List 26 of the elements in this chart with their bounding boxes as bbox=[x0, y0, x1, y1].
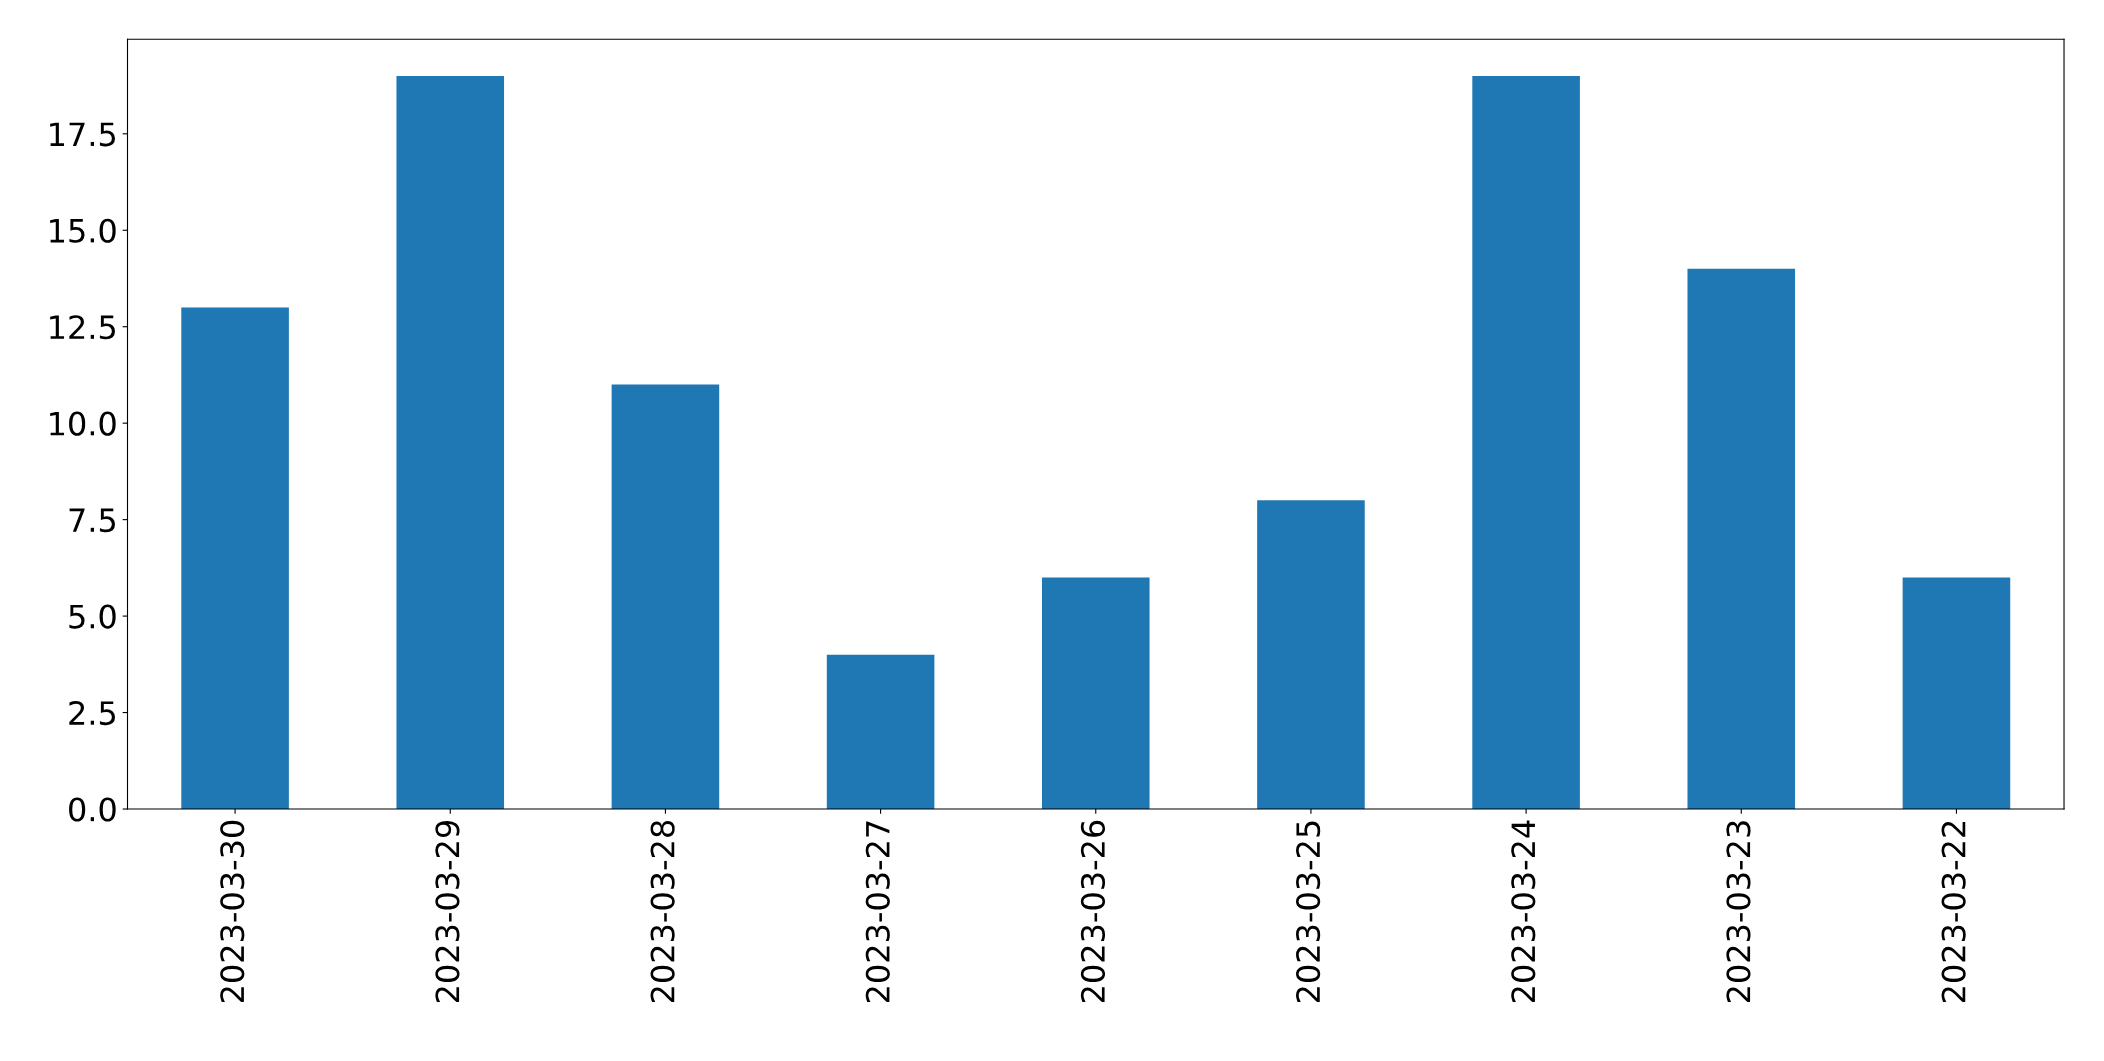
y-tick-label: 5.0 bbox=[69, 604, 116, 629]
bar bbox=[1041, 577, 1150, 810]
x-tick-label: 2023-03-22 bbox=[1941, 821, 1966, 1003]
bar bbox=[396, 75, 505, 810]
y-tick-label: 7.5 bbox=[69, 508, 115, 533]
bar bbox=[826, 654, 935, 810]
x-tick-label: 2023-03-29 bbox=[435, 820, 460, 1003]
x-tick-label: 2023-03-26 bbox=[1080, 820, 1106, 1003]
y-tick-label: 0.0 bbox=[69, 797, 116, 822]
x-tick-label: 2023-03-25 bbox=[1296, 821, 1321, 1003]
bar bbox=[1257, 500, 1365, 810]
x-tick-label: 2023-03-30 bbox=[220, 820, 245, 1003]
bar bbox=[181, 307, 289, 810]
bar bbox=[1902, 577, 2011, 810]
y-tick-label: 10.0 bbox=[50, 411, 116, 436]
bar bbox=[1472, 75, 1580, 810]
y-tick-label: 12.5 bbox=[50, 315, 115, 340]
x-tick-label: 2023-03-23 bbox=[1726, 821, 1751, 1003]
x-tick-label: 2023-03-24 bbox=[1511, 820, 1536, 1003]
x-tick-label: 2023-03-28 bbox=[650, 820, 675, 1003]
y-tick-label: 17.5 bbox=[50, 122, 115, 147]
x-tick-label: 2023-03-27 bbox=[865, 821, 890, 1003]
y-tick-label: 15.0 bbox=[50, 218, 116, 243]
bar bbox=[611, 384, 720, 810]
bar bbox=[1687, 268, 1796, 810]
y-tick-label: 2.5 bbox=[69, 700, 115, 726]
